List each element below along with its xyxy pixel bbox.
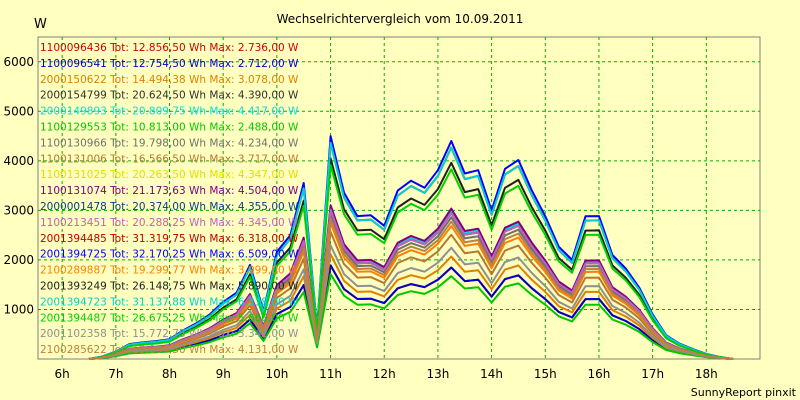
x-tick-label-9: 15h bbox=[534, 367, 557, 381]
y-tick-label-2: 3000 bbox=[3, 203, 34, 217]
legend-entry-18: 2001102358 Tot: 15.772,75 Wh Max: 3.342,… bbox=[40, 328, 299, 340]
legend-entry-7: 1100131006 Tot: 16.566,50 Wh Max: 3.717,… bbox=[40, 153, 299, 165]
legend-entry-2: 2000150622 Tot: 14.494,38 Wh Max: 3.078,… bbox=[40, 74, 299, 86]
legend-entry-0: 1100096436 Tot: 12.856,50 Wh Max: 2.736,… bbox=[40, 42, 299, 54]
legend-entry-11: 1100213451 Tot: 20.288,25 Wh Max: 4.345,… bbox=[40, 217, 299, 229]
series-line-5 bbox=[88, 273, 734, 360]
series-line-11 bbox=[88, 208, 734, 360]
chart-title: Wechselrichtervergleich vom 10.09.2011 bbox=[277, 12, 524, 26]
legend-entry-4: 2000149893 Tot: 20.809,75 Wh Max: 4.417,… bbox=[40, 106, 299, 118]
legend-entry-3: 2000154799 Tot: 20.624,50 Wh Max: 4.390,… bbox=[40, 90, 299, 102]
series-group bbox=[88, 135, 734, 360]
legend-entry-19: 2100285622 Tot: 19.004,50 Wh Max: 4.131,… bbox=[40, 344, 299, 356]
x-tick-label-7: 13h bbox=[426, 367, 449, 381]
x-tick-label-6: 12h bbox=[373, 367, 396, 381]
x-tick-label-8: 14h bbox=[480, 367, 503, 381]
y-tick-label-4: 5000 bbox=[3, 104, 34, 118]
x-tick-label-1: 7h bbox=[108, 367, 123, 381]
x-tick-label-12: 18h bbox=[695, 367, 718, 381]
legend-entry-12: 2001394485 Tot: 31.319,75 Wh Max: 6.318,… bbox=[40, 233, 299, 245]
series-line-2 bbox=[88, 253, 734, 360]
x-axis: 6h 7h 8h 9h 10h 11h 12h 13h 14h 15h 16h 17h 18h bbox=[55, 367, 718, 381]
legend-entry-1: 1100096541 Tot: 12.754,50 Wh Max: 2.712,… bbox=[40, 58, 299, 70]
series-line-19 bbox=[88, 217, 734, 360]
legend-entry-16: 2001394723 Tot: 31.137,88 Wh Max: 6.318,… bbox=[40, 296, 299, 308]
credit-label: SunnyReport pinxit bbox=[691, 386, 797, 399]
x-tick-label-3: 9h bbox=[216, 367, 231, 381]
plot-area bbox=[37, 36, 761, 360]
x-tick-label-10: 16h bbox=[588, 367, 611, 381]
y-tick-label-1: 2000 bbox=[3, 253, 34, 267]
y-tick-label-5: 6000 bbox=[3, 55, 34, 69]
legend: 1100096436 Tot: 12.856,50 Wh Max: 2.736,… bbox=[40, 42, 299, 356]
series-line-16 bbox=[88, 141, 734, 360]
series-line-7 bbox=[88, 230, 734, 360]
legend-entry-10: 2000001478 Tot: 20.374,00 Wh Max: 4.355,… bbox=[40, 201, 299, 213]
legend-entry-17: 2001394487 Tot: 26.675,25 Wh Max: 5.660,… bbox=[40, 312, 299, 324]
legend-entry-5: 1100129553 Tot: 10.813,00 Wh Max: 2.488,… bbox=[40, 122, 299, 134]
y-axis-unit: W bbox=[34, 17, 47, 32]
x-tick-label-5: 11h bbox=[319, 367, 342, 381]
series-line-1 bbox=[88, 264, 734, 360]
x-tick-label-2: 8h bbox=[162, 367, 177, 381]
x-tick-label-4: 10h bbox=[265, 367, 288, 381]
legend-entry-14: 2100289887 Tot: 19.299,77 Wh Max: 3.999,… bbox=[40, 265, 299, 277]
x-tick-label-0: 6h bbox=[55, 367, 70, 381]
series-line-17 bbox=[88, 164, 734, 360]
y-tick-label-3: 4000 bbox=[3, 154, 34, 168]
plot-frame bbox=[37, 36, 761, 360]
legend-entry-9: 1100131074 Tot: 21.173,63 Wh Max: 4.504,… bbox=[40, 185, 299, 197]
y-tick-label-0: 1000 bbox=[3, 302, 34, 316]
legend-entry-6: 1100130966 Tot: 19.798,00 Wh Max: 4.234,… bbox=[40, 137, 299, 149]
y-axis: 1000 2000 3000 4000 5000 6000 bbox=[3, 55, 34, 317]
x-tick-label-11: 17h bbox=[641, 367, 664, 381]
legend-entry-15: 2001393249 Tot: 26.148,75 Wh Max: 5.890,… bbox=[40, 281, 299, 293]
legend-entry-8: 1100131025 Tot: 20.263,50 Wh Max: 4.347,… bbox=[40, 169, 299, 181]
legend-entry-13: 2001394725 Tot: 32.170,25 Wh Max: 6.509,… bbox=[40, 249, 299, 261]
series-line-18 bbox=[88, 244, 734, 360]
